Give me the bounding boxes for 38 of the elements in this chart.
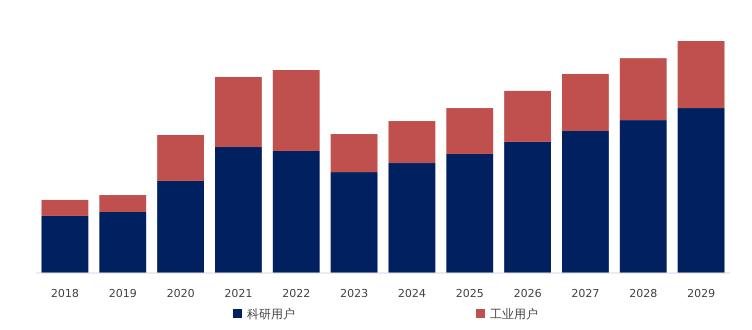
x-tick-label: 2027	[571, 287, 600, 300]
bar	[620, 120, 667, 273]
bar	[678, 41, 725, 108]
x-tick-label: 2020	[166, 287, 195, 300]
bar	[99, 195, 146, 212]
x-tick-label: 2019	[108, 287, 137, 300]
bar	[388, 163, 436, 273]
x-tick-label: 2024	[398, 287, 426, 300]
bar	[157, 134, 204, 181]
legend-label: 科研用户	[247, 307, 295, 321]
bar	[678, 108, 725, 273]
x-tick-label: 2029	[687, 287, 716, 300]
bar	[330, 172, 378, 273]
bar	[388, 121, 436, 164]
bar	[562, 74, 609, 132]
bar	[41, 216, 88, 273]
bar	[446, 154, 494, 273]
bar	[41, 200, 88, 216]
bar	[214, 147, 262, 273]
x-tick-label: 2025	[456, 287, 484, 300]
x-tick-label: 2022	[282, 287, 310, 300]
bar	[562, 131, 609, 273]
bar	[446, 108, 494, 154]
x-tick-label: 2023	[340, 287, 368, 300]
bar	[330, 134, 378, 172]
bar	[620, 58, 667, 120]
bar	[157, 180, 204, 273]
bar	[504, 142, 552, 273]
bar	[272, 70, 320, 151]
bar	[99, 212, 146, 273]
bar	[272, 150, 320, 273]
bar	[214, 76, 262, 148]
x-tick-label: 2026	[514, 287, 542, 300]
x-tick-label: 2021	[224, 287, 252, 300]
bar	[504, 90, 552, 142]
x-tick-label: 2028	[629, 287, 658, 300]
legend-label: 工业用户	[490, 307, 538, 321]
x-tick-label: 2018	[50, 287, 79, 300]
